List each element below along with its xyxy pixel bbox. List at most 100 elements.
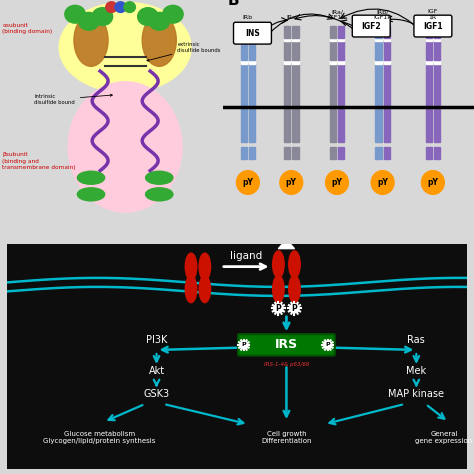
Text: Akt: Akt: [148, 365, 164, 375]
Bar: [338, 42, 344, 60]
Ellipse shape: [137, 8, 158, 26]
Bar: [383, 64, 390, 107]
Bar: [426, 42, 432, 60]
Bar: [284, 61, 291, 64]
Bar: [338, 109, 344, 142]
Bar: [338, 38, 344, 42]
Bar: [426, 38, 432, 42]
Circle shape: [421, 171, 444, 194]
Bar: [284, 64, 291, 107]
Ellipse shape: [185, 253, 197, 280]
Bar: [338, 64, 344, 107]
Circle shape: [237, 171, 259, 194]
Ellipse shape: [106, 2, 117, 12]
Bar: [241, 42, 247, 60]
Text: pY: pY: [331, 178, 342, 187]
Bar: [292, 61, 299, 64]
Ellipse shape: [273, 251, 284, 278]
Bar: [375, 64, 382, 107]
FancyBboxPatch shape: [238, 334, 335, 356]
Text: MAP kinase: MAP kinase: [388, 389, 444, 399]
Bar: [426, 61, 432, 64]
Bar: [338, 26, 344, 38]
Bar: [292, 109, 299, 142]
Bar: [241, 109, 247, 142]
Ellipse shape: [124, 2, 136, 12]
Circle shape: [240, 341, 248, 349]
Bar: [284, 38, 291, 42]
Ellipse shape: [149, 12, 170, 30]
Ellipse shape: [59, 2, 191, 92]
Bar: [249, 64, 255, 107]
Bar: [249, 61, 255, 64]
Ellipse shape: [273, 275, 284, 303]
Bar: [434, 38, 440, 42]
Circle shape: [326, 171, 348, 194]
Bar: [383, 61, 390, 64]
Bar: [249, 109, 255, 142]
Text: IGF2: IGF2: [361, 22, 381, 30]
Text: IRS: IRS: [275, 338, 298, 352]
Bar: [434, 64, 440, 107]
Ellipse shape: [77, 188, 105, 201]
Text: Mek: Mek: [406, 365, 427, 375]
Bar: [292, 64, 299, 107]
Bar: [249, 42, 255, 60]
Ellipse shape: [163, 5, 183, 23]
Bar: [292, 26, 299, 38]
Text: Glucose metabolism
Glycogen/lipid/protein synthesis: Glucose metabolism Glycogen/lipid/protei…: [43, 431, 155, 444]
Circle shape: [371, 171, 394, 194]
Text: pY: pY: [428, 178, 438, 187]
Bar: [249, 147, 255, 159]
Circle shape: [280, 171, 303, 194]
Bar: [434, 109, 440, 142]
Bar: [338, 61, 344, 64]
Ellipse shape: [142, 14, 176, 66]
Bar: [338, 147, 344, 159]
Ellipse shape: [74, 14, 108, 66]
Text: INS: INS: [245, 29, 260, 37]
Text: ligand: ligand: [230, 251, 262, 261]
Text: βsubunit
(binding and
transmembrane domain): βsubunit (binding and transmembrane doma…: [2, 153, 76, 170]
Text: αsubunit
(binding domain): αsubunit (binding domain): [2, 23, 53, 34]
Ellipse shape: [199, 253, 210, 280]
Ellipse shape: [77, 171, 105, 184]
Ellipse shape: [65, 5, 85, 23]
Text: intrinsic
disulfide bound: intrinsic disulfide bound: [34, 94, 112, 105]
Text: General
gene expression: General gene expression: [415, 431, 473, 444]
Text: IGF
1R: IGF 1R: [428, 9, 438, 20]
Circle shape: [290, 304, 299, 313]
Bar: [329, 64, 336, 107]
Bar: [434, 42, 440, 60]
Bar: [329, 109, 336, 142]
Text: pY: pY: [243, 178, 253, 187]
FancyBboxPatch shape: [352, 15, 390, 37]
Bar: [284, 26, 291, 38]
Bar: [329, 61, 336, 64]
Ellipse shape: [185, 275, 197, 303]
Bar: [284, 42, 291, 60]
Bar: [249, 26, 255, 38]
Text: IRb: IRb: [243, 15, 253, 20]
Text: extrinsic
disulfide bounds: extrinsic disulfide bounds: [147, 42, 221, 61]
Bar: [434, 147, 440, 159]
Polygon shape: [278, 240, 294, 248]
Bar: [241, 26, 247, 38]
Bar: [383, 38, 390, 42]
Bar: [426, 64, 432, 107]
Circle shape: [274, 304, 283, 313]
Bar: [383, 147, 390, 159]
Text: IRa: IRa: [286, 15, 296, 20]
Text: GSK3: GSK3: [144, 389, 170, 399]
Bar: [383, 42, 390, 60]
Text: IRb/
IGF1R: IRb/ IGF1R: [374, 9, 392, 20]
Bar: [375, 109, 382, 142]
Bar: [375, 147, 382, 159]
Bar: [383, 26, 390, 38]
Bar: [241, 147, 247, 159]
Bar: [241, 64, 247, 107]
Bar: [284, 147, 291, 159]
Text: P: P: [242, 343, 246, 347]
Text: P: P: [326, 343, 330, 347]
Text: pY: pY: [286, 178, 297, 187]
